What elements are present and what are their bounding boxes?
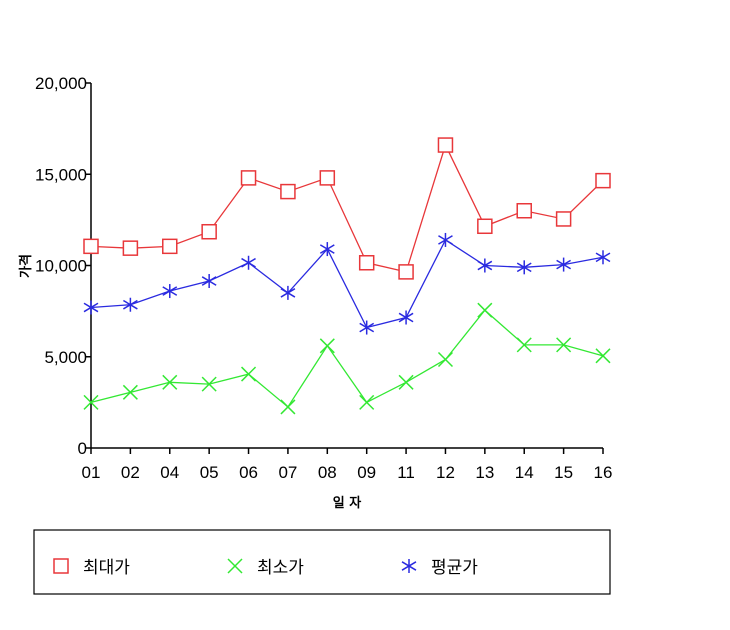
- data-point: [359, 320, 375, 335]
- data-point: [516, 260, 532, 275]
- x-tick-label: 05: [200, 463, 219, 482]
- x-tick-label: 02: [121, 463, 140, 482]
- data-point: [398, 374, 414, 390]
- data-point: [516, 337, 532, 353]
- data-point: [162, 284, 178, 299]
- data-point: [595, 348, 611, 364]
- chart-series: [83, 137, 611, 415]
- legend-box: [33, 529, 611, 595]
- x-tick-label: 16: [594, 463, 613, 482]
- y-tick-label: 0: [78, 439, 87, 458]
- data-point: [162, 374, 178, 390]
- series-2: [83, 302, 611, 415]
- data-point: [358, 255, 375, 271]
- data-point: [122, 384, 138, 400]
- legend-marker: [53, 558, 69, 574]
- data-point: [280, 183, 296, 200]
- series-line: [90, 309, 604, 408]
- legend-item: 최소가: [227, 558, 304, 578]
- data-point: [556, 337, 572, 353]
- data-point: [83, 300, 99, 315]
- data-point: [319, 242, 335, 257]
- y-tick-label: 20,000: [35, 74, 87, 93]
- data-point: [555, 211, 572, 227]
- data-point: [280, 399, 296, 415]
- data-point: [398, 310, 414, 325]
- data-point: [437, 351, 453, 368]
- x-tick-label: 14: [515, 463, 534, 482]
- data-point: [241, 255, 256, 270]
- data-point: [319, 338, 335, 354]
- x-tick-label: 06: [239, 463, 258, 482]
- legend-label: 최대가: [83, 558, 130, 578]
- y-axis-title: 가격: [19, 254, 34, 278]
- data-point: [556, 257, 572, 272]
- y-tick-label: 15,000: [35, 165, 87, 184]
- data-point: [516, 203, 532, 219]
- data-point: [477, 258, 493, 273]
- chart-axes: 0 5,000 10,000 15,000 20,000 01 02 04 05 06 07 08 09…: [19, 74, 612, 511]
- data-point: [201, 274, 217, 289]
- data-point: [241, 366, 257, 382]
- chart-legend: 최대가 최소가 평균가: [33, 529, 611, 595]
- data-point: [122, 240, 139, 256]
- legend-item: 평균가: [401, 558, 478, 578]
- data-point: [83, 394, 99, 410]
- series-line: [90, 239, 604, 329]
- data-point: [477, 302, 493, 318]
- data-point: [398, 264, 414, 280]
- x-tick-label: 01: [82, 463, 101, 482]
- data-point: [438, 232, 453, 247]
- x-tick-label: 09: [357, 463, 376, 482]
- x-tick-label: 08: [318, 463, 337, 482]
- data-point: [595, 172, 611, 189]
- x-tick-label: 13: [475, 463, 494, 482]
- x-axis-title: 일 자: [333, 496, 361, 511]
- x-tick-label: 07: [278, 463, 297, 482]
- series-1: [83, 137, 611, 280]
- data-point: [201, 376, 217, 392]
- data-point: [162, 238, 178, 255]
- data-point: [240, 170, 257, 186]
- y-tick-label: 10,000: [35, 257, 87, 276]
- x-tick-label: 15: [554, 463, 573, 482]
- legend-label: 평균가: [431, 558, 478, 578]
- legend-item: 최대가: [53, 558, 130, 578]
- data-point: [319, 170, 336, 186]
- legend-marker: [227, 558, 243, 574]
- data-point: [122, 297, 138, 312]
- legend-label: 최소가: [257, 558, 304, 578]
- data-point: [359, 394, 375, 410]
- data-point: [595, 250, 611, 265]
- y-tick-label: 5,000: [44, 348, 87, 367]
- x-tick-label: 12: [436, 463, 455, 482]
- data-point: [280, 285, 296, 300]
- data-point: [437, 137, 454, 153]
- data-point: [83, 238, 99, 255]
- x-tick-label: 04: [160, 463, 179, 482]
- data-point: [201, 223, 217, 240]
- legend-marker: [401, 559, 417, 573]
- series-3: [83, 232, 611, 335]
- x-tick-label: 11: [397, 463, 415, 482]
- data-point: [477, 218, 493, 235]
